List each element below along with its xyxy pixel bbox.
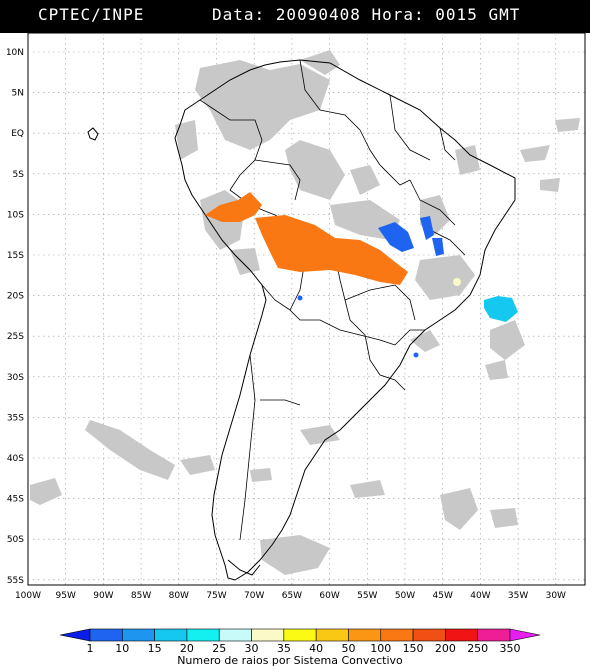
lon-tick-label: 60W <box>319 591 339 601</box>
coastline <box>87 59 516 581</box>
lon-tick-label: 40W <box>470 591 490 601</box>
colorbar: 1 10 15 20 25 30 35 40 50 100 150 200 250 350 <box>59 628 541 655</box>
colorbar-swatch <box>218 628 252 642</box>
lon-tick-label: 80W <box>169 591 189 601</box>
colorbar-low-arrow <box>59 628 91 642</box>
lat-tick-label: 5S <box>13 170 25 180</box>
system-small-2 <box>413 352 419 358</box>
colorbar-swatch <box>477 628 511 642</box>
colorbar-tick-label: 100 <box>370 642 391 655</box>
colorbar-swatch <box>251 628 285 642</box>
lat-tick-label: 25S <box>7 332 24 342</box>
lat-tick-label: 5N <box>12 89 24 99</box>
colorbar-tick-label: 350 <box>500 642 521 655</box>
system-bahia-east-2 <box>432 238 444 256</box>
lon-tick-label: 85W <box>131 591 151 601</box>
lightning-systems <box>205 192 518 358</box>
colorbar-tick-label: 10 <box>115 642 129 655</box>
colorbar-swatch <box>122 628 155 642</box>
lon-tick-labels: 100W 95W 90W 85W 80W 75W 70W 65W 60W 55W 50W 45W 40W… <box>15 591 566 601</box>
colorbar-tick-label: 200 <box>435 642 456 655</box>
system-atlantic <box>484 296 518 322</box>
colorbar-tick-label: 1 <box>87 642 94 655</box>
colorbar-swatch <box>315 628 349 642</box>
system-acre-rondonia <box>205 192 262 222</box>
datetime-label: Data: 20090408 Hora: 0015 GMT <box>212 5 521 24</box>
colorbar-swatch <box>348 628 382 642</box>
lon-tick-label: 55W <box>357 591 377 601</box>
lat-tick-label: 10S <box>7 210 24 220</box>
lat-tick-label: 30S <box>7 373 24 383</box>
colorbar-tick-label: 40 <box>309 642 323 655</box>
lon-tick-label: 70W <box>244 591 264 601</box>
lon-tick-label: 75W <box>206 591 226 601</box>
header-bar: CPTEC/INPE Data: 20090408 Hora: 0015 GMT <box>0 0 590 33</box>
colorbar-tick-label: 35 <box>277 642 291 655</box>
lon-tick-label: 65W <box>282 591 302 601</box>
lat-tick-label: 45S <box>7 495 24 505</box>
system-small-1 <box>297 295 303 301</box>
colorbar-swatch <box>186 628 220 642</box>
colorbar-tick-label: 250 <box>467 642 488 655</box>
colorbar-tick-label: 30 <box>245 642 259 655</box>
system-mato-grosso <box>255 215 408 285</box>
colorbar-swatch <box>89 628 123 642</box>
lat-tick-label: EQ <box>11 129 24 139</box>
colorbar-swatch <box>380 628 414 642</box>
colorbar-tick-label: 50 <box>341 642 355 655</box>
lat-tick-label: 50S <box>7 535 24 545</box>
lon-tick-label: 50W <box>395 591 415 601</box>
colorbar-tick-label: 15 <box>148 642 162 655</box>
colorbar-high-arrow <box>509 628 541 642</box>
system-bahia-east <box>420 216 434 240</box>
colorbar-swatch <box>445 628 478 642</box>
lat-tick-label: 40S <box>7 454 24 464</box>
cloud-cover <box>30 50 580 575</box>
lat-tick-label: 10N <box>6 48 24 58</box>
lon-tick-label: 90W <box>93 591 113 601</box>
colorbar-tick-label: 25 <box>212 642 226 655</box>
colorbar-swatch <box>412 628 446 642</box>
system-small-3 <box>453 278 461 286</box>
colorbar-swatch <box>283 628 317 642</box>
lon-tick-label: 45W <box>433 591 453 601</box>
colorbar-tick-label: 150 <box>403 642 424 655</box>
colorbar-title: Numero de raios por Sistema Convectivo <box>177 654 403 667</box>
lat-tick-label: 55S <box>7 576 24 586</box>
source-label: CPTEC/INPE <box>38 5 145 24</box>
lon-tick-label: 30W <box>546 591 566 601</box>
system-goias-bahia <box>378 222 414 252</box>
colorbar-swatch <box>154 628 188 642</box>
lon-tick-label: 35W <box>508 591 528 601</box>
lat-tick-label: 35S <box>7 413 24 423</box>
lon-tick-label: 100W <box>15 591 41 601</box>
lon-tick-label: 95W <box>56 591 76 601</box>
colorbar-tick-label: 20 <box>180 642 194 655</box>
lat-tick-label: 20S <box>7 292 24 302</box>
lat-tick-labels: 10N 5N EQ 5S 10S 15S 20S 25S 30S 35S 40S 45S 50S 55S <box>6 48 24 586</box>
lat-tick-label: 15S <box>7 251 24 261</box>
